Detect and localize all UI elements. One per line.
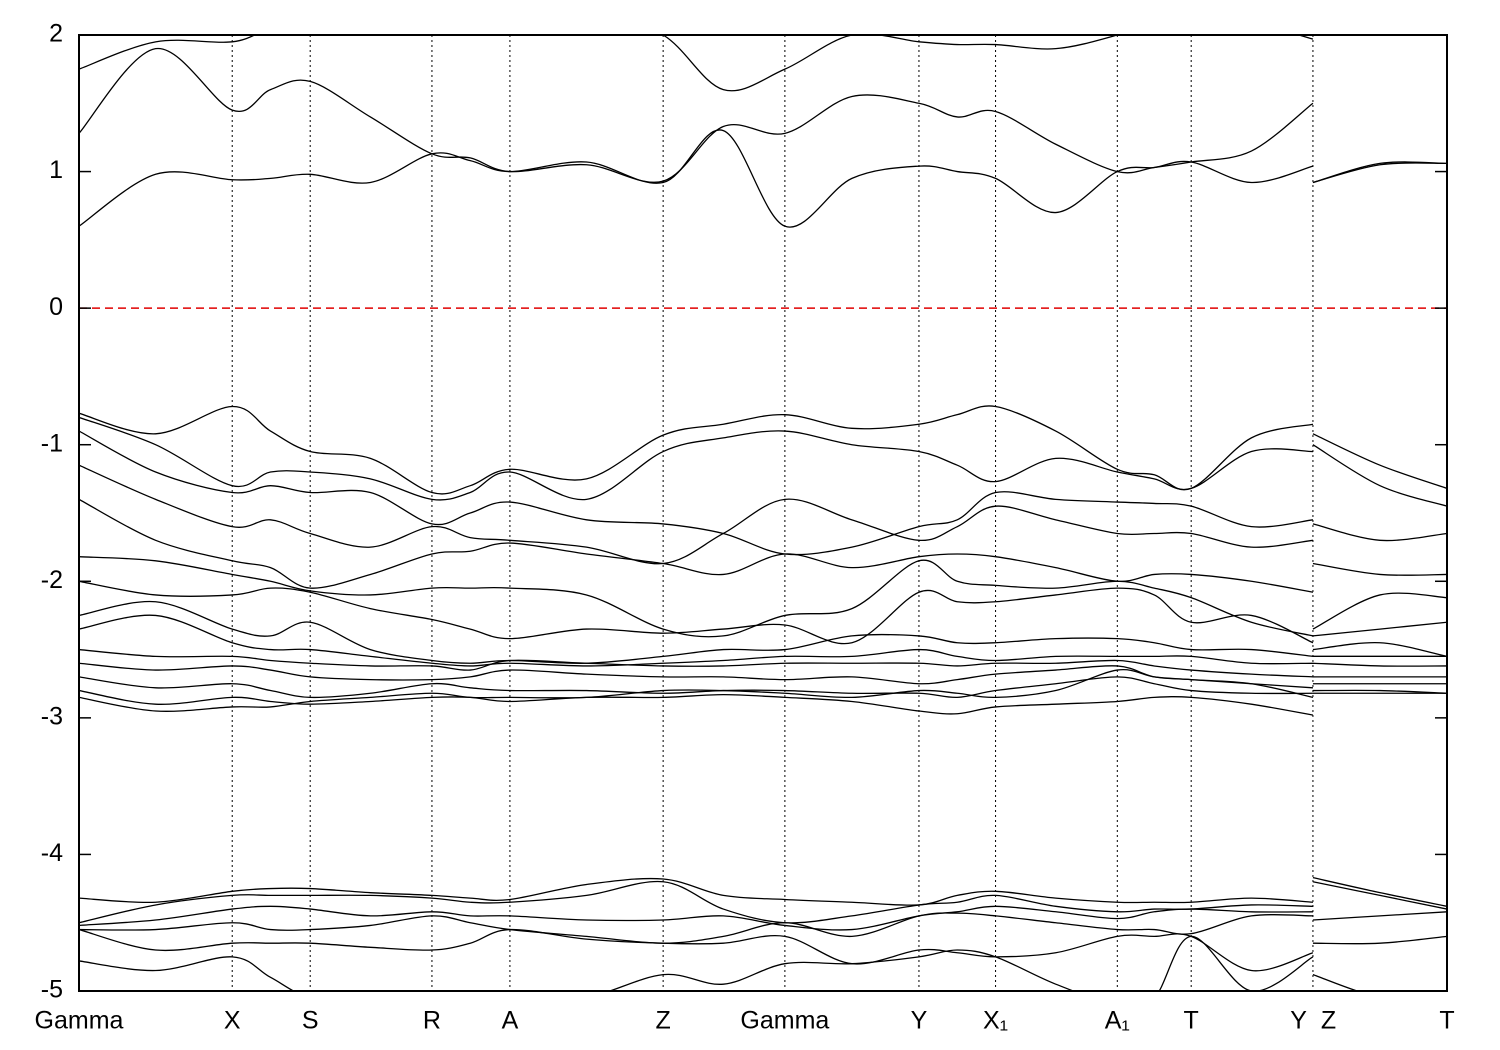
y-tick-label: 0 [49, 293, 63, 321]
band-line [79, 912, 1447, 945]
band-line [79, 880, 1447, 924]
x-tick-label: R [423, 1007, 441, 1035]
y-tick-label: -3 [41, 702, 63, 730]
x-tick-label: Y [1290, 1007, 1307, 1035]
band-line [79, 600, 1447, 664]
band-line [79, 662, 1447, 689]
band-line [79, 580, 1447, 658]
x-tick-label: S [302, 1007, 319, 1035]
y-tick-label: -5 [41, 976, 63, 1004]
band-line [79, 676, 1447, 699]
band-line [79, 689, 1447, 716]
y-tick-label: 2 [49, 20, 63, 48]
x-tick-label: Z [655, 1007, 670, 1035]
grid [78, 35, 1448, 991]
band-line [79, 905, 1447, 931]
band-line [79, 877, 1447, 907]
x-tick-label: A [502, 1007, 519, 1035]
bands [79, 35, 1447, 991]
x-tick-label: Z [1321, 1007, 1336, 1035]
band-line [79, 498, 1447, 630]
x-tick-label: Gamma [35, 1007, 124, 1035]
band-line [79, 464, 1447, 576]
band-line [79, 47, 1447, 184]
x-tick-label: Gamma [740, 1007, 829, 1035]
band-line [79, 556, 1447, 638]
band-line [79, 405, 1447, 495]
band-line [79, 430, 1447, 556]
x-tick-label: X [224, 1007, 241, 1035]
y-tick-label: -4 [41, 839, 63, 867]
band-line [79, 35, 1314, 92]
band-line [79, 655, 1447, 712]
x-tick-label: A₁ [1105, 1007, 1130, 1035]
y-tick-label: -2 [41, 566, 63, 594]
x-tick-label: Y [911, 1007, 928, 1035]
band-line [79, 935, 1314, 991]
plot-frame [78, 34, 1448, 992]
band-line [79, 416, 1447, 507]
band-line [79, 614, 1447, 667]
x-tick-label: T [1439, 1007, 1454, 1035]
y-tick-label: -1 [41, 429, 63, 457]
band-line [79, 129, 1447, 228]
band-line [79, 648, 1447, 678]
x-tick-label: X₁ [983, 1007, 1008, 1035]
y-tick-label: 1 [49, 156, 63, 184]
x-tick-label: T [1184, 1007, 1199, 1035]
band-line [79, 928, 1359, 991]
